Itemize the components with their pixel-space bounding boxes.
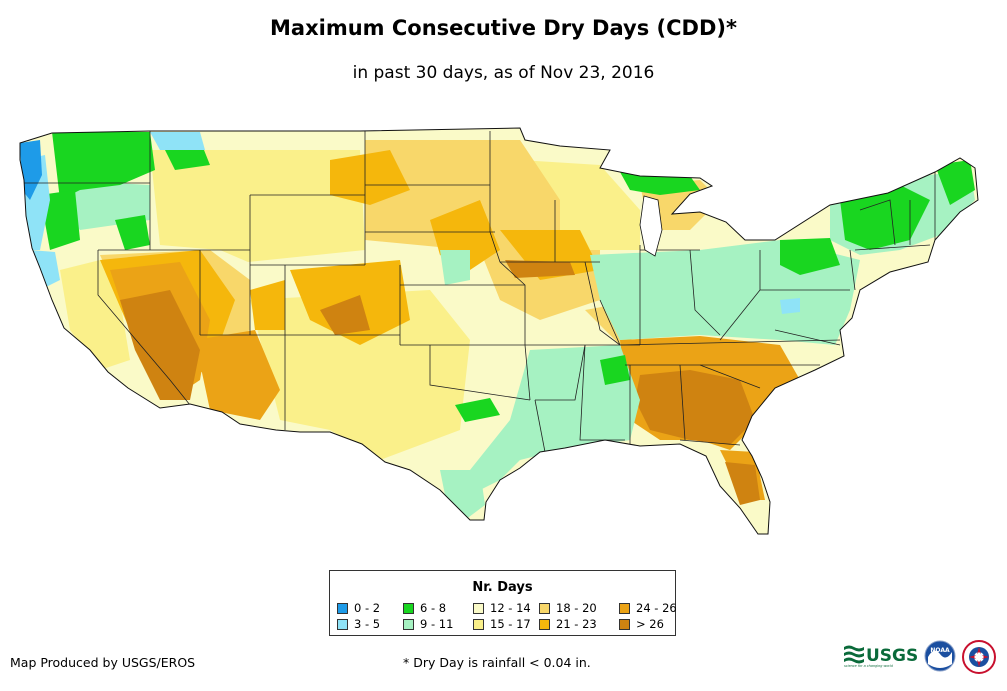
legend-label: > 26 [636, 617, 664, 631]
legend-label: 0 - 2 [354, 601, 381, 615]
legend-swatch [539, 619, 550, 630]
legend-swatch [403, 603, 414, 614]
legend-label: 6 - 8 [420, 601, 447, 615]
legend-swatch [619, 603, 630, 614]
usgs-logo-text: USGS [866, 646, 918, 666]
legend-item: 0 - 2 [337, 601, 380, 615]
noaa-logo: NOAA [924, 640, 956, 672]
legend-item: 6 - 8 [403, 601, 446, 615]
legend-label: 12 - 14 [490, 601, 531, 615]
legend-item: 18 - 20 [539, 601, 597, 615]
legend-title: Nr. Days [472, 580, 533, 595]
legend-swatch [337, 603, 348, 614]
map-subtitle: in past 30 days, as of Nov 23, 2016 [352, 63, 655, 83]
legend-item: 12 - 14 [473, 601, 531, 615]
legend-label: 3 - 5 [354, 617, 381, 631]
map-title: Maximum Consecutive Dry Days (CDD)* [270, 16, 737, 40]
noaa-logo-text: NOAA [930, 647, 950, 654]
legend-item: 3 - 5 [337, 617, 380, 631]
legend-item: 15 - 17 [473, 617, 531, 631]
legend-label: 18 - 20 [556, 601, 597, 615]
legend-label: 24 - 26 [636, 601, 677, 615]
legend-item: 21 - 23 [539, 617, 597, 631]
legend: Nr. Days 0 - 2 3 - 5 6 - 8 9 - 11 12 - 14 15 … [329, 570, 677, 636]
legend-swatch [473, 619, 484, 630]
legend-swatch [619, 619, 630, 630]
usgs-logo: USGS science for a changing world [844, 645, 918, 668]
legend-item: 24 - 26 [619, 601, 677, 615]
legend-label: 9 - 11 [420, 617, 454, 631]
legend-item: > 26 [619, 617, 664, 631]
legend-item: 9 - 11 [403, 617, 453, 631]
legend-swatch [473, 603, 484, 614]
legend-label: 15 - 17 [490, 617, 531, 631]
legend-swatch [403, 619, 414, 630]
footnote: * Dry Day is rainfall < 0.04 in. [403, 655, 591, 670]
nws-logo [962, 640, 996, 674]
legend-swatch [337, 619, 348, 630]
usgs-logo-tagline: science for a changing world [844, 664, 894, 668]
map-credit: Map Produced by USGS/EROS [10, 655, 196, 670]
legend-swatch [539, 603, 550, 614]
legend-label: 21 - 23 [556, 617, 597, 631]
